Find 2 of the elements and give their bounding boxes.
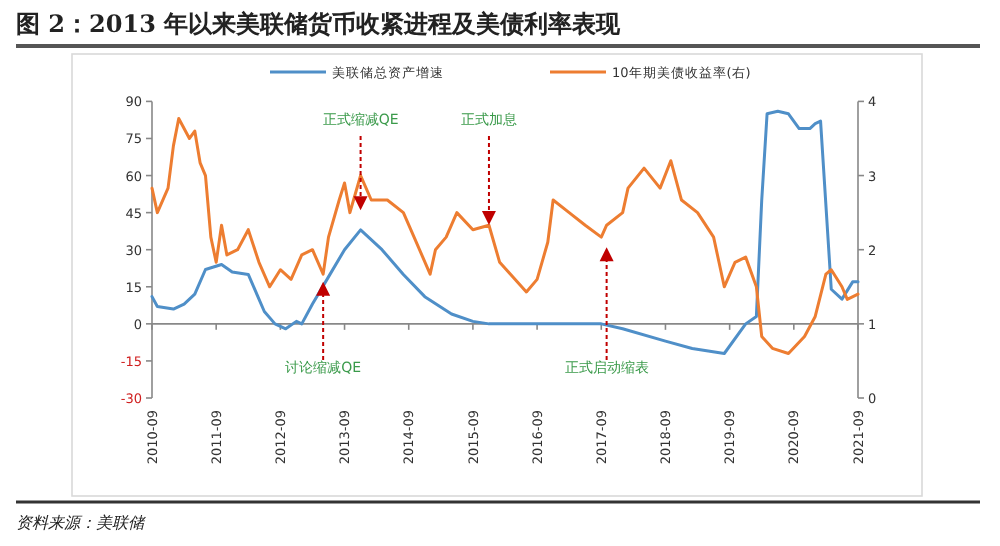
- text: 资料来源：美联储: [16, 514, 146, 532]
- chart-title: 图 2：2013 年以来美联储货币收紧进程及美债利率表现: [16, 10, 623, 38]
